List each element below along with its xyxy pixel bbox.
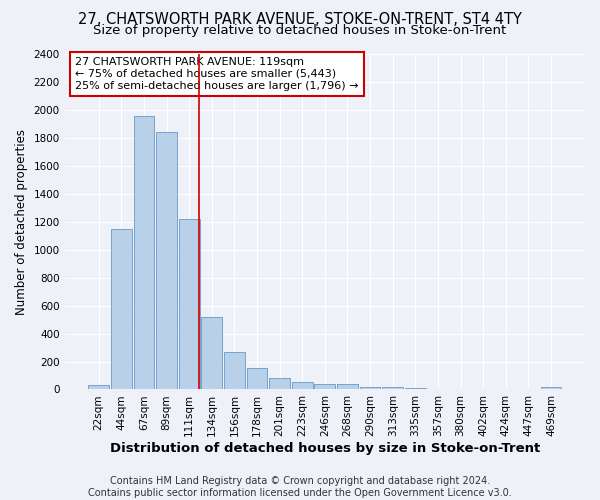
Bar xyxy=(359,386,380,390)
Bar xyxy=(134,116,154,390)
Bar xyxy=(337,384,358,390)
Bar xyxy=(88,386,109,390)
Bar xyxy=(450,389,471,390)
Bar xyxy=(202,317,222,390)
Bar xyxy=(314,384,335,390)
Bar xyxy=(156,132,177,390)
Bar xyxy=(224,352,245,390)
Text: 27, CHATSWORTH PARK AVENUE, STOKE-ON-TRENT, ST4 4TY: 27, CHATSWORTH PARK AVENUE, STOKE-ON-TRE… xyxy=(78,12,522,28)
Bar xyxy=(541,387,562,390)
Text: Size of property relative to detached houses in Stoke-on-Trent: Size of property relative to detached ho… xyxy=(94,24,506,37)
Bar xyxy=(179,219,200,390)
X-axis label: Distribution of detached houses by size in Stoke-on-Trent: Distribution of detached houses by size … xyxy=(110,442,540,455)
Bar xyxy=(382,388,403,390)
Text: 27 CHATSWORTH PARK AVENUE: 119sqm
← 75% of detached houses are smaller (5,443)
2: 27 CHATSWORTH PARK AVENUE: 119sqm ← 75% … xyxy=(75,58,359,90)
Bar xyxy=(292,382,313,390)
Bar xyxy=(405,388,425,390)
Bar xyxy=(247,368,268,390)
Bar xyxy=(111,228,132,390)
Bar xyxy=(269,378,290,390)
Bar xyxy=(427,389,448,390)
Text: Contains HM Land Registry data © Crown copyright and database right 2024.
Contai: Contains HM Land Registry data © Crown c… xyxy=(88,476,512,498)
Y-axis label: Number of detached properties: Number of detached properties xyxy=(15,128,28,314)
